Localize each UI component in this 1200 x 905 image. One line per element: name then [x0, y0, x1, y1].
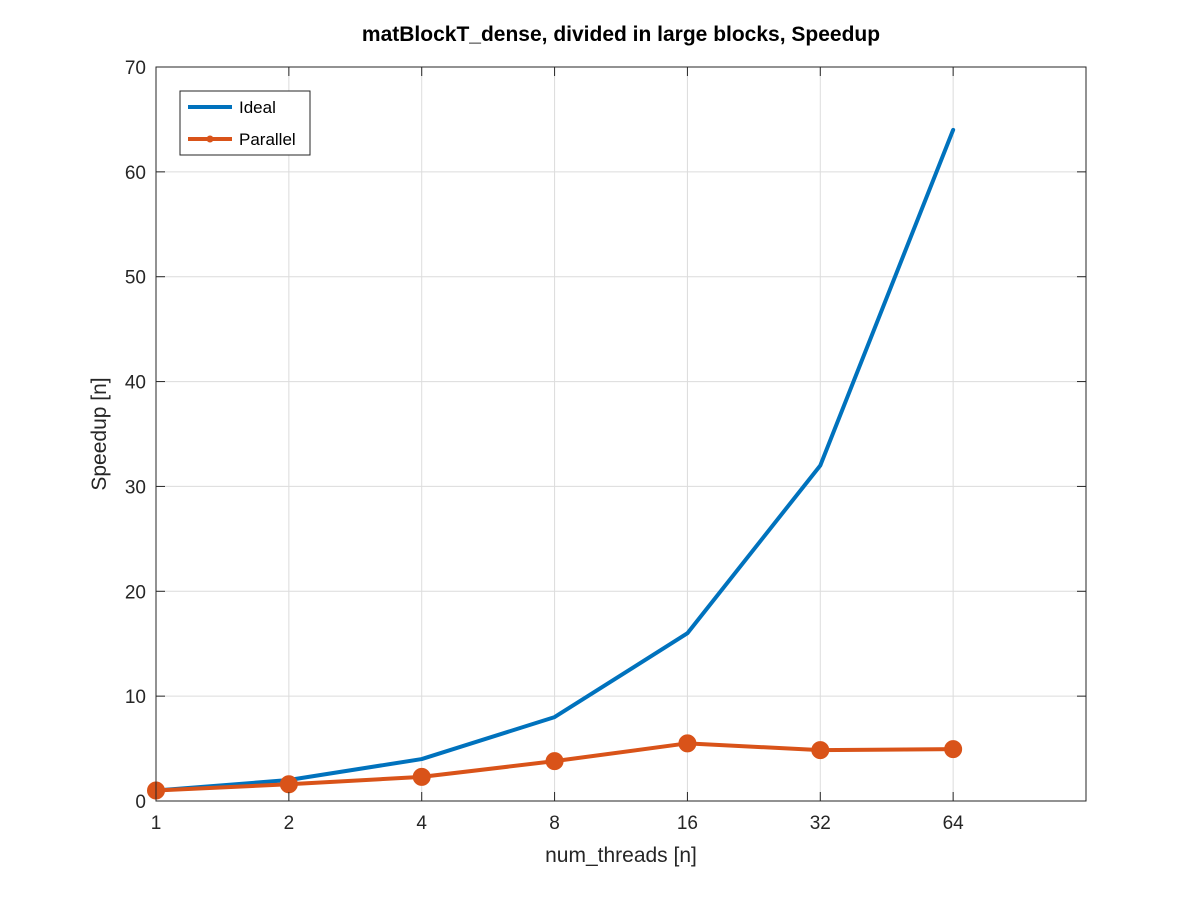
- legend-label-parallel: Parallel: [239, 130, 296, 149]
- y-axis-label: Speedup [n]: [88, 377, 111, 490]
- legend-box: [179, 90, 311, 156]
- x-axis-label: num_threads [n]: [545, 844, 697, 867]
- y-tick-label: 60: [125, 163, 146, 184]
- y-tick-label: 30: [125, 477, 146, 498]
- y-tick-label: 20: [125, 582, 146, 603]
- x-tick-label: 4: [416, 813, 427, 834]
- legend-marker-parallel: [206, 135, 214, 143]
- data-point-parallel: [944, 740, 963, 759]
- y-tick-label: 10: [125, 687, 146, 708]
- chart-title: matBlockT_dense, divided in large blocks…: [362, 23, 880, 46]
- axis-ticks: 1 2 4 8 16 32 64 0 10 20 30 40 50 60 70: [125, 58, 1086, 834]
- x-tick-label: 16: [677, 813, 698, 834]
- y-tick-label: 70: [125, 58, 146, 79]
- y-tick-label: 40: [125, 373, 146, 394]
- data-point-parallel: [545, 752, 564, 771]
- plot-border: [155, 66, 1087, 802]
- x-tick-label: 64: [943, 813, 965, 834]
- legend: Ideal Parallel: [179, 90, 311, 156]
- x-tick-label: 2: [284, 813, 295, 834]
- plot-area: [156, 67, 1086, 801]
- x-tick-label: 1: [151, 813, 162, 834]
- axes-frame: [155, 66, 1087, 802]
- data-point-parallel: [279, 775, 298, 794]
- y-tick-label: 50: [125, 268, 146, 289]
- data-point-parallel: [412, 767, 431, 786]
- y-tick-label: 0: [135, 792, 146, 813]
- data-point-parallel: [811, 741, 830, 760]
- x-tick-label: 8: [549, 813, 560, 834]
- x-tick-label: 32: [810, 813, 831, 834]
- data-point-parallel: [678, 734, 697, 753]
- legend-label-ideal: Ideal: [239, 98, 276, 117]
